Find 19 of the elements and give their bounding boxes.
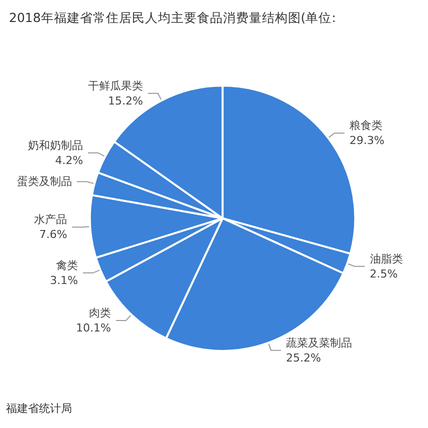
data-label: 3.1% bbox=[50, 274, 78, 287]
slice-label: 奶和奶制品 bbox=[28, 138, 84, 152]
data-label: 15.2% bbox=[108, 94, 143, 108]
text: 福建省统计局 bbox=[6, 402, 72, 415]
slice-label: 粮食类 bbox=[350, 119, 383, 132]
data-label: 2.5% bbox=[370, 267, 398, 280]
slice-label: 水产品 bbox=[34, 213, 68, 226]
slice-label: 禽类 bbox=[56, 258, 78, 272]
data-label: 4.2% bbox=[55, 154, 84, 167]
slice-label: 干鲜瓜果类 bbox=[88, 79, 143, 92]
data-label: 10.1% bbox=[76, 322, 111, 335]
chart-title: 2018年福建省常住居民人均主要食品消费量结构图(单位: bbox=[9, 10, 336, 25]
data-label: 25.2% bbox=[286, 351, 321, 364]
slice-label: 油脂类 bbox=[370, 252, 403, 266]
slice-label: 肉类 bbox=[88, 306, 111, 320]
data-label: 29.3% bbox=[350, 134, 384, 148]
slice-label: 蔬菜及菜制品 bbox=[286, 336, 352, 350]
slice-label: 蛋类及制品 bbox=[16, 175, 72, 188]
data-label: 7.6% bbox=[39, 228, 68, 242]
